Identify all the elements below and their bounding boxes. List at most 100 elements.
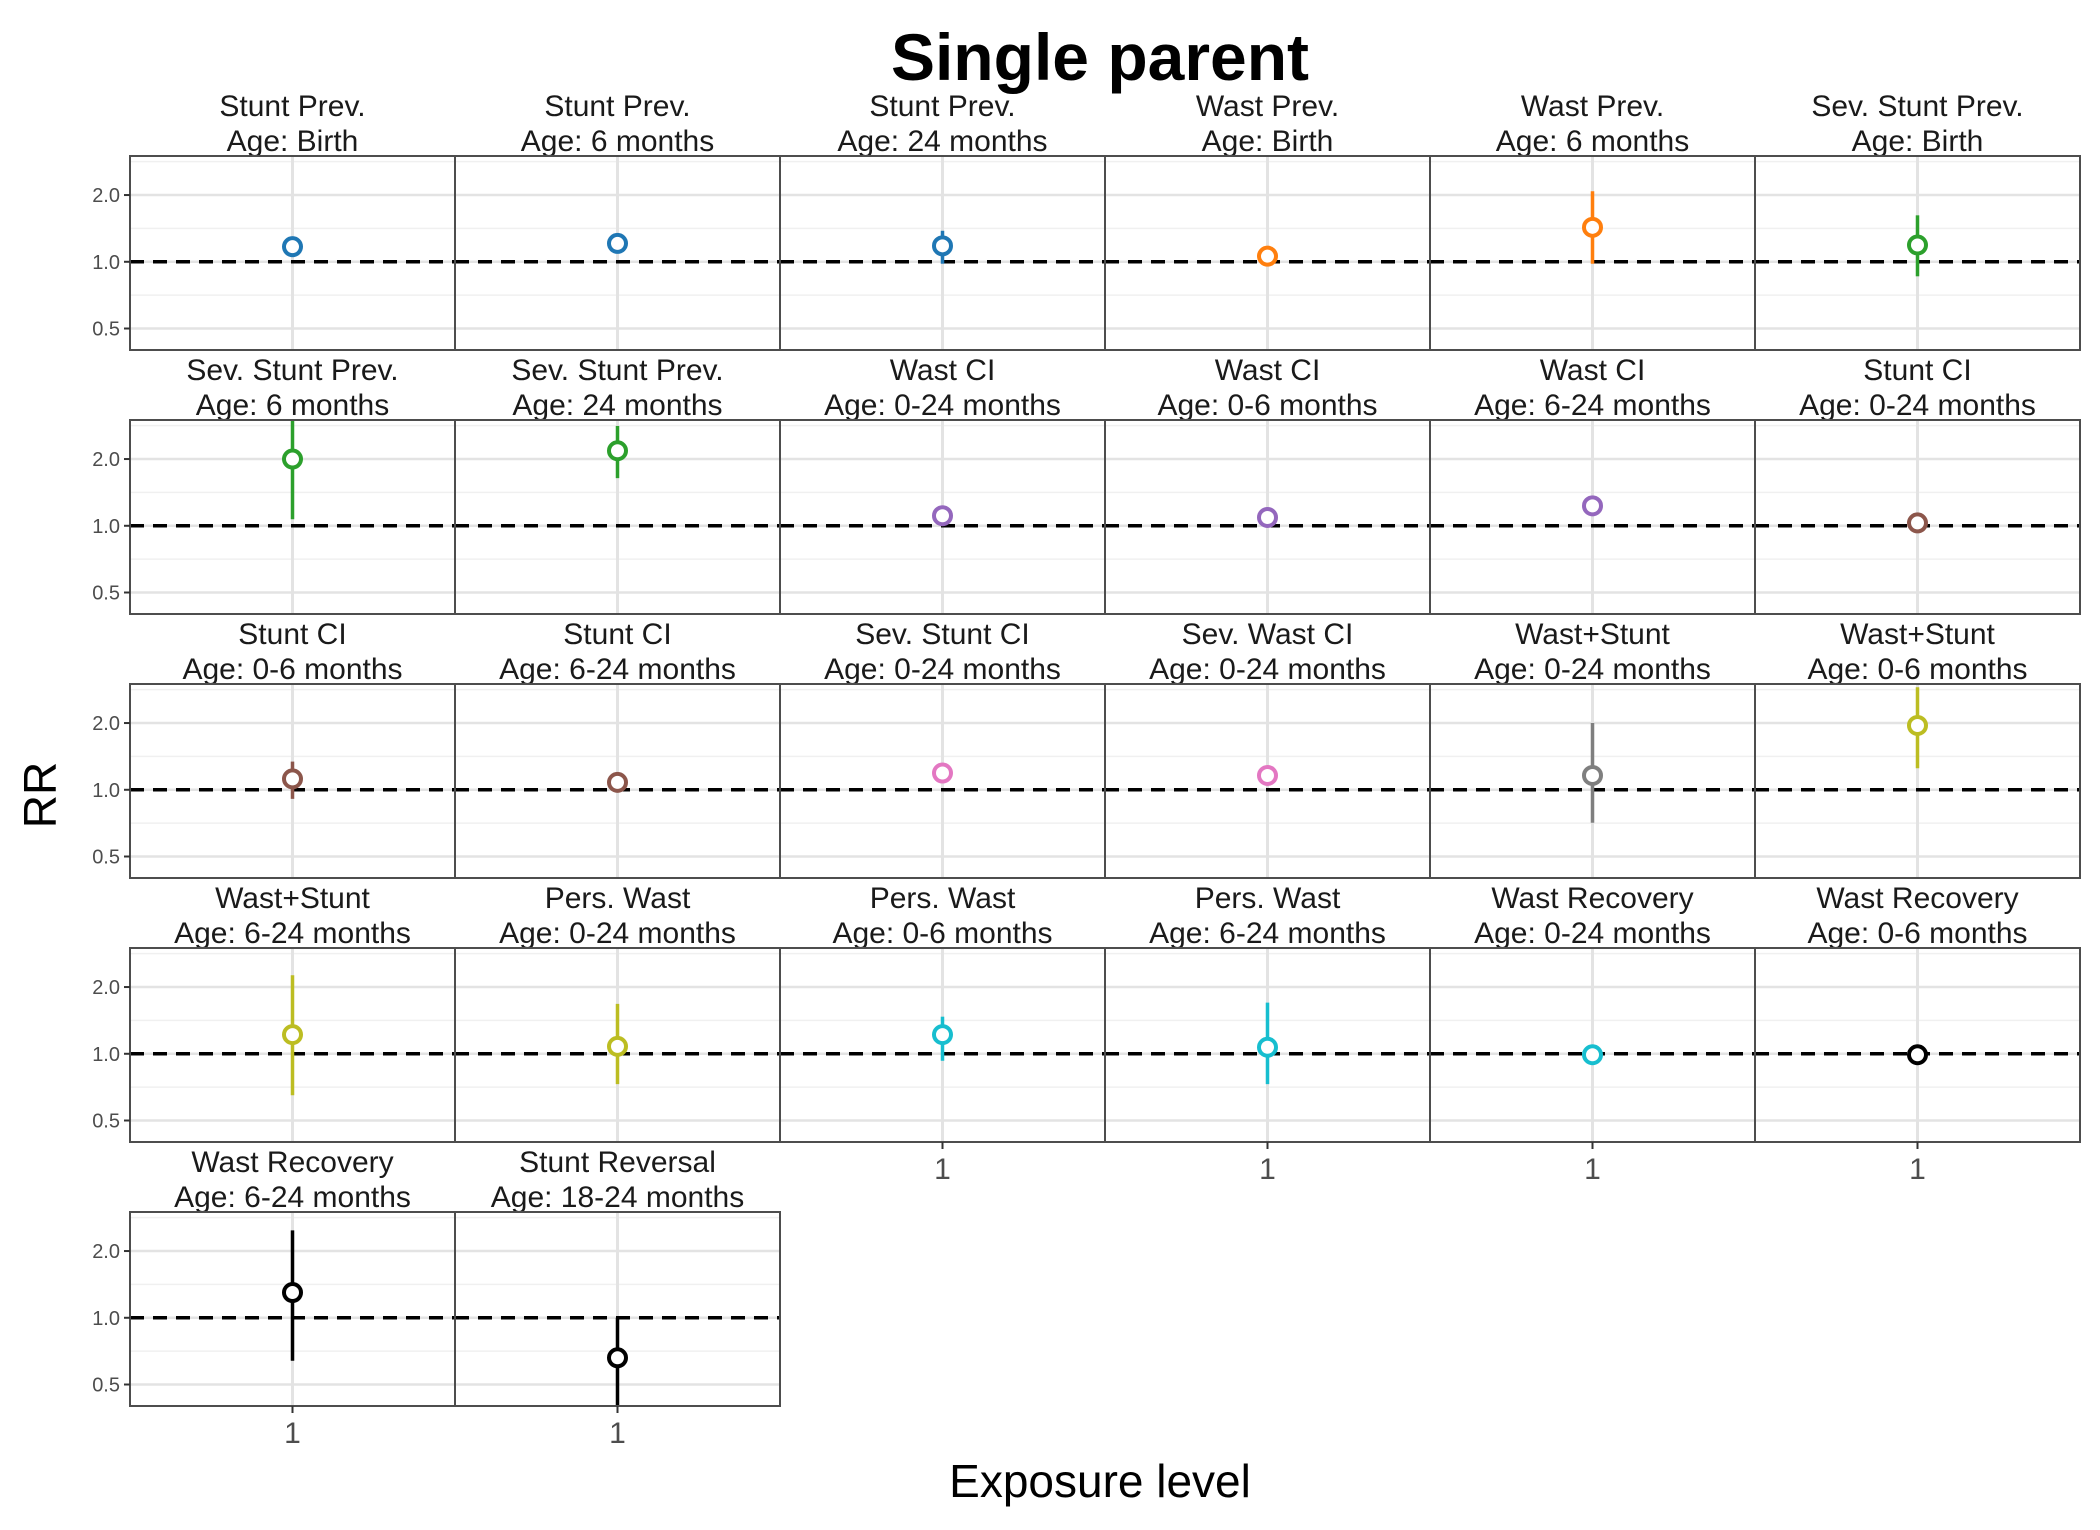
panel-age-label: Age: 0-24 months [1149, 653, 1386, 686]
point-estimate [1907, 714, 1928, 736]
y-axis-title: RR [14, 762, 66, 828]
point-estimate [932, 1024, 953, 1046]
panel-age-label: Age: 6 months [1496, 125, 1689, 158]
y-tick-label: 0.5 [92, 1111, 120, 1133]
point-estimate [1582, 495, 1603, 517]
point-estimate [607, 440, 628, 462]
panel-outcome-label: Pers. Wast [870, 882, 1016, 915]
point-estimate [1257, 1036, 1278, 1058]
point-estimate [1257, 506, 1278, 528]
panel-age-label: Age: 24 months [512, 389, 722, 422]
point-estimate [282, 1282, 303, 1304]
point-estimate [932, 505, 953, 527]
panel-outcome-label: Wast CI [1540, 354, 1646, 387]
facet-panel: Stunt Prev.Age: 24 months [779, 90, 1106, 351]
panel-outcome-label: Wast Prev. [1521, 90, 1664, 123]
panel-outcome-label: Stunt Prev. [219, 90, 365, 123]
panel-age-label: Age: 18-24 months [491, 1181, 745, 1214]
point-estimate [607, 1035, 628, 1057]
point-estimate [607, 771, 628, 793]
panel-age-label: Age: 0-24 months [824, 653, 1061, 686]
panel-age-label: Age: 6-24 months [1149, 917, 1386, 950]
panel-age-label: Age: 0-6 months [832, 917, 1052, 950]
x-axis-title: Exposure level [949, 1455, 1251, 1507]
panel-age-label: Age: Birth [1202, 125, 1334, 158]
facet-panel: Wast Prev.Age: 6 months [1429, 90, 1756, 351]
panel-age-label: Age: 0-6 months [182, 653, 402, 686]
x-tick-label: 1 [1909, 1153, 1926, 1186]
y-tick-label: 2.0 [92, 977, 120, 999]
panel-outcome-label: Stunt CI [238, 618, 346, 651]
point-estimate [282, 768, 303, 790]
panel-age-label: Age: 6 months [196, 389, 389, 422]
facet-panel: Sev. Stunt Prev.Age: 24 months [454, 354, 781, 615]
panel-outcome-label: Stunt Reversal [519, 1146, 716, 1179]
point-estimate [1257, 764, 1278, 786]
panel-outcome-label: Wast CI [1215, 354, 1321, 387]
panel-outcome-label: Wast+Stunt [215, 882, 370, 915]
point-estimate [282, 448, 303, 470]
panel-outcome-label: Wast+Stunt [1840, 618, 1995, 651]
chart-title: Single parent [891, 20, 1309, 94]
panel-outcome-label: Wast CI [890, 354, 996, 387]
panel-age-label: Age: 0-6 months [1807, 653, 2027, 686]
panel-outcome-label: Pers. Wast [545, 882, 691, 915]
panel-outcome-label: Stunt Prev. [544, 90, 690, 123]
panel-border [1754, 155, 2081, 351]
panel-age-label: Age: 0-24 months [824, 389, 1061, 422]
panel-outcome-label: Wast Recovery [191, 1146, 393, 1179]
x-tick-label: 1 [1584, 1153, 1601, 1186]
point-estimate [607, 232, 628, 254]
panel-outcome-label: Wast Recovery [1816, 882, 2018, 915]
panel-border [1754, 419, 2081, 615]
panel-age-label: Age: 0-6 months [1157, 389, 1377, 422]
x-tick-label: 1 [284, 1417, 301, 1450]
y-tick-label: 2.0 [92, 1241, 120, 1263]
y-tick-label: 2.0 [92, 713, 120, 735]
facet-panel: Stunt Prev.Age: 6 months [454, 90, 781, 351]
facet-panel: Wast Prev.Age: Birth [1104, 90, 1431, 351]
panel-age-label: Age: 6-24 months [174, 1181, 411, 1214]
facet-panel: Sev. Stunt Prev.Age: 6 months 0.5 1.0 2.0 [92, 354, 456, 615]
panel-outcome-label: Sev. Stunt CI [855, 618, 1030, 651]
point-estimate [282, 236, 303, 258]
y-tick-label: 1.0 [92, 1308, 120, 1330]
panel-age-label: Age: 0-24 months [1474, 653, 1711, 686]
point-estimate [1582, 1044, 1603, 1066]
y-tick-label: 2.0 [92, 185, 120, 207]
panel-outcome-label: Stunt Prev. [869, 90, 1015, 123]
panel-border [1754, 683, 2081, 879]
x-tick-label: 1 [1259, 1153, 1276, 1186]
point-estimate [1907, 234, 1928, 256]
panel-age-label: Age: Birth [227, 125, 359, 158]
panel-age-label: Age: 0-24 months [1474, 917, 1711, 950]
panel-age-label: Age: 0-24 months [1799, 389, 2036, 422]
point-estimate [1257, 245, 1278, 267]
point-estimate [932, 762, 953, 784]
y-tick-label: 0.5 [92, 583, 120, 605]
y-tick-label: 2.0 [92, 449, 120, 471]
panel-outcome-label: Wast+Stunt [1515, 618, 1670, 651]
panel-outcome-label: Sev. Wast CI [1182, 618, 1354, 651]
panel-outcome-label: Sev. Stunt Prev. [186, 354, 398, 387]
point-estimate [1907, 1044, 1928, 1066]
y-tick-label: 1.0 [92, 516, 120, 538]
panel-outcome-label: Stunt CI [563, 618, 671, 651]
panel-age-label: Age: 24 months [837, 125, 1047, 158]
y-tick-label: 1.0 [92, 252, 120, 274]
